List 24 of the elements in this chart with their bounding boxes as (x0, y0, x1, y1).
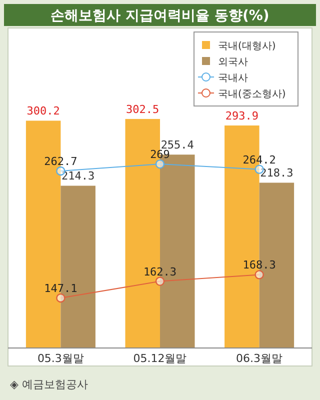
data-label: 293.9 (225, 109, 258, 122)
point (155, 159, 165, 169)
data-label: 147.1 (44, 282, 78, 296)
legend-label: 외국사 (218, 57, 248, 68)
data-label: 264.2 (242, 153, 276, 166)
text: ◈ 예금보험공사 (10, 378, 88, 391)
data-label: 269 (150, 148, 170, 162)
data-label: 218.3 (260, 166, 294, 180)
point (155, 276, 165, 286)
data-label: 262.7 (44, 154, 78, 168)
x-tick-label: 05.3월말 (37, 352, 84, 365)
x-tick-label: 05.12월말 (133, 352, 187, 365)
legend-label: 국내(대형사) (218, 41, 276, 52)
data-label: 162.3 (143, 265, 177, 278)
x-tick-label: 06.3월말 (236, 352, 283, 365)
point (254, 270, 264, 280)
data-label: 300.2 (26, 104, 60, 118)
data-label: 168.3 (242, 258, 276, 272)
legend-label: 국내(중소형사) (218, 89, 286, 100)
data-label: 302.5 (126, 102, 160, 116)
data-label: 214.3 (62, 170, 95, 183)
point (56, 293, 66, 303)
legend-label: 국내사 (218, 73, 248, 84)
chart-title: 손해보험사 지급여력비율 동향(%) (50, 8, 270, 24)
